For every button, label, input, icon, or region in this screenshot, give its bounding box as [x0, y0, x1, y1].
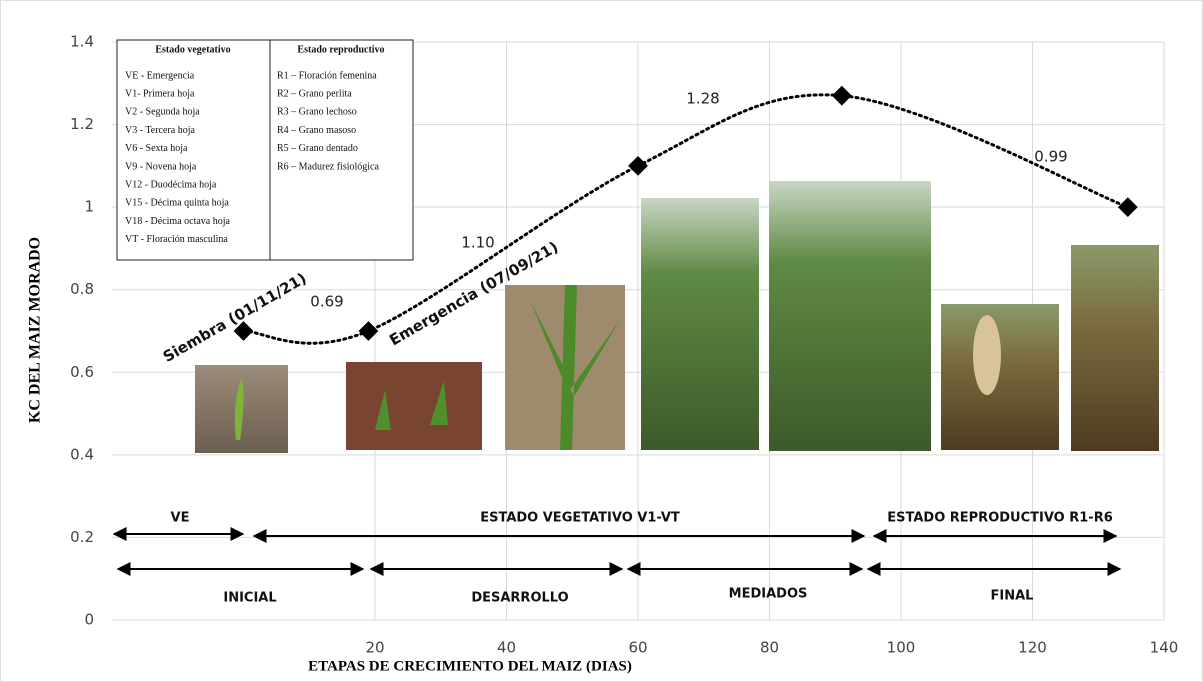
stage-label: MEDIADOS	[729, 587, 808, 602]
annotation: 0.99	[1034, 148, 1067, 166]
y-tick-label: 0.2	[70, 528, 94, 546]
annotation: 1.28	[686, 90, 719, 108]
table-row: V2 - Segunda hoja	[125, 107, 200, 118]
table-row: V3 - Tercera hoja	[125, 125, 195, 136]
table-row: R6 – Madurez fisiológica	[277, 161, 379, 172]
x-axis-title: ETAPAS DE CRECIMIENTO DEL MAIZ (DIAS)	[308, 658, 632, 674]
x-tick-label: 60	[628, 639, 647, 657]
stage-label: FINAL	[991, 589, 1034, 604]
table-row: VT - Floración masculina	[125, 234, 228, 245]
table-row: V9 - Novena hoja	[125, 161, 197, 172]
x-tick-label: 40	[497, 639, 516, 657]
table-header: Estado vegetativo	[155, 44, 230, 55]
table-row: R5 – Grano dentado	[277, 143, 358, 154]
table-row: V1- Primera hoja	[125, 88, 195, 99]
chart: Estado vegetativo Estado reproductivo VE…	[0, 0, 1203, 682]
y-tick-label: 0.4	[70, 445, 94, 463]
stage-label: ESTADO VEGETATIVO V1-VT	[480, 511, 680, 526]
x-tick-label: 20	[365, 639, 384, 657]
x-tick-label: 80	[760, 639, 779, 657]
table-row: R3 – Grano lechoso	[277, 107, 357, 118]
annotation: 1.10	[461, 234, 494, 252]
y-tick-label: 1	[84, 198, 94, 216]
stage-label: DESARROLLO	[471, 591, 568, 606]
y-tick-label: 1.4	[70, 33, 94, 51]
y-tick-label: 0.6	[70, 363, 94, 381]
table-row: V12 - Duodécima hoja	[125, 179, 217, 190]
table-row: VE - Emergencia	[125, 70, 195, 81]
stage-label: ESTADO REPRODUCTIVO R1-R6	[887, 511, 1113, 526]
table-row: V6 - Sexta hoja	[125, 143, 188, 154]
stage-label: VE	[171, 511, 190, 526]
table-row: R1 – Floración femenina	[277, 70, 377, 81]
x-tick-label: 120	[1018, 639, 1047, 657]
table-header: Estado reproductivo	[297, 44, 384, 55]
x-tick-label: 100	[887, 639, 916, 657]
table-row: V18 - Décima octava hoja	[125, 216, 231, 227]
stage-label: INICIAL	[223, 591, 276, 606]
table-row: V15 - Décima quinta hoja	[125, 198, 229, 209]
y-tick-label: 1.2	[70, 115, 94, 133]
annotation: 0.69	[310, 293, 343, 311]
y-axis-title: KC DEL MAIZ MORADO	[27, 237, 44, 423]
x-tick-label: 140	[1150, 639, 1179, 657]
y-tick-label: 0	[84, 611, 94, 629]
y-tick-label: 0.8	[70, 280, 94, 298]
table-row: R2 – Grano perlita	[277, 88, 352, 99]
table-row: R4 – Grano masoso	[277, 125, 356, 136]
